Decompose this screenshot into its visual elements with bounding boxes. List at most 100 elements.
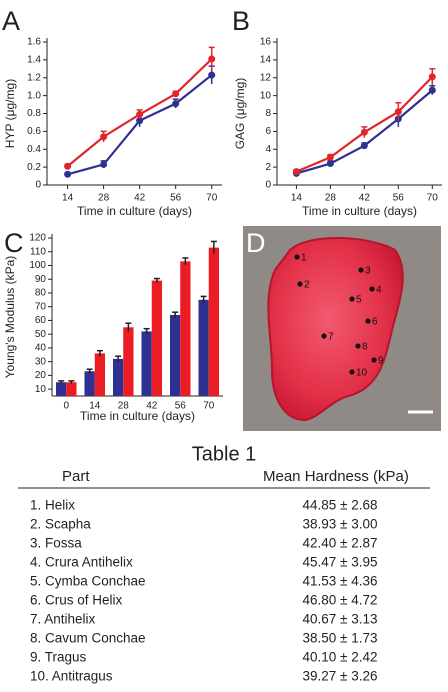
y-tick-label: 10 [260,90,272,101]
table-cell: 6. Crus of Helix [30,593,123,608]
y-tick-label: 120 [29,233,46,244]
data-point [428,86,436,94]
point-label: 3 [365,266,371,277]
table-header: Mean Hardness (kPa) [263,468,409,485]
table-cell: 39.27 ± 3.26 [303,669,378,684]
point-label: 7 [328,332,334,343]
point-label: 4 [376,285,382,296]
point-marker [371,357,377,363]
x-tick-label: 14 [291,193,303,204]
data-point [64,170,72,178]
x-axis-title: Time in culture (days) [77,204,192,218]
point-marker [297,281,303,287]
point-label: 1 [301,253,307,264]
y-tick-label: 2 [265,162,271,173]
y-tick-label: 1.4 [27,55,41,66]
table-cell: 3. Fossa [30,536,82,551]
bar [141,331,152,396]
table-cell: 44.85 ± 2.68 [303,498,378,513]
point-marker [349,369,355,375]
panel-label: D [246,228,266,258]
bar [66,382,77,396]
table-cell: 40.10 ± 2.42 [303,650,378,665]
table-cell: 38.50 ± 1.73 [303,631,378,646]
point-label: 9 [378,356,384,367]
y-tick-label: 50 [35,329,47,340]
y-tick-label: 12 [260,72,272,83]
point-label: 8 [362,342,368,353]
table-cell: 7. Antihelix [30,612,96,627]
y-tick-label: 70 [35,301,47,312]
y-tick-label: 0.2 [27,162,41,173]
point-marker [369,286,375,292]
point-label: 5 [356,295,362,306]
data-point [208,55,216,63]
y-tick-label: 10 [35,384,47,395]
bar [180,261,191,396]
y-axis-title: HYP (μg/mg) [3,79,17,148]
table-cell: 4. Crura Antihelix [30,555,133,570]
point-marker [349,296,355,302]
point-marker [358,267,364,273]
table-cell: 9. Tragus [30,650,87,665]
data-point [100,133,108,141]
data-point [360,128,368,136]
x-tick-label: 70 [203,401,215,412]
y-tick-label: 0 [35,180,41,191]
table-cell: 40.67 ± 3.13 [303,612,378,627]
table-cell: 42.40 ± 2.87 [303,536,378,551]
x-tick-label: 56 [175,401,187,412]
table-cell: 5. Cymba Conchae [30,574,146,589]
y-tick-label: 0.6 [27,126,41,137]
table-title: Table 1 [192,443,257,465]
x-tick-label: 42 [134,193,146,204]
data-point [100,160,108,168]
x-tick-label: 42 [359,193,371,204]
data-point [208,71,216,79]
x-tick-label: 70 [206,193,218,204]
point-marker [365,318,371,324]
data-point [394,108,402,116]
y-tick-label: 6 [265,126,271,137]
bar [84,371,95,396]
bar [94,353,106,396]
x-tick-label: 14 [89,401,101,412]
data-point [292,168,300,176]
bar [169,314,181,396]
bar [151,280,163,396]
y-tick-label: 0.4 [27,144,41,155]
y-tick-label: 4 [265,144,271,155]
bar [123,327,134,396]
series-line [295,76,434,173]
data-point [64,162,72,170]
bar [112,358,124,396]
data-point [428,73,436,81]
y-tick-label: 40 [35,343,47,354]
table-cell: 1. Helix [30,498,75,513]
y-tick-label: 80 [35,288,47,299]
y-tick-label: 110 [30,246,46,257]
data-point [326,160,334,168]
y-tick-label: 0.8 [27,108,41,119]
y-tick-label: 0 [265,180,271,191]
data-point [172,100,180,108]
table-header: Part [62,468,90,485]
x-tick-label: 28 [325,193,337,204]
data-point [326,153,334,161]
x-axis-title: Time in culture (days) [302,204,417,218]
x-tick-label: 0 [63,401,69,412]
y-tick-label: 30 [35,356,47,367]
bar [198,299,209,396]
x-tick-label: 28 [98,193,110,204]
y-tick-label: 90 [35,274,47,285]
x-tick-label: 70 [427,193,439,204]
table-cell: 2. Scapha [30,517,91,532]
data-point [172,90,180,98]
x-tick-label: 42 [146,401,158,412]
y-tick-label: 1.6 [27,37,41,48]
table-cell: 41.53 ± 4.36 [303,574,378,589]
table-cell: 45.47 ± 3.95 [303,555,378,570]
table-cell: 46.80 ± 4.72 [303,593,378,608]
y-tick-label: 14 [260,55,272,66]
